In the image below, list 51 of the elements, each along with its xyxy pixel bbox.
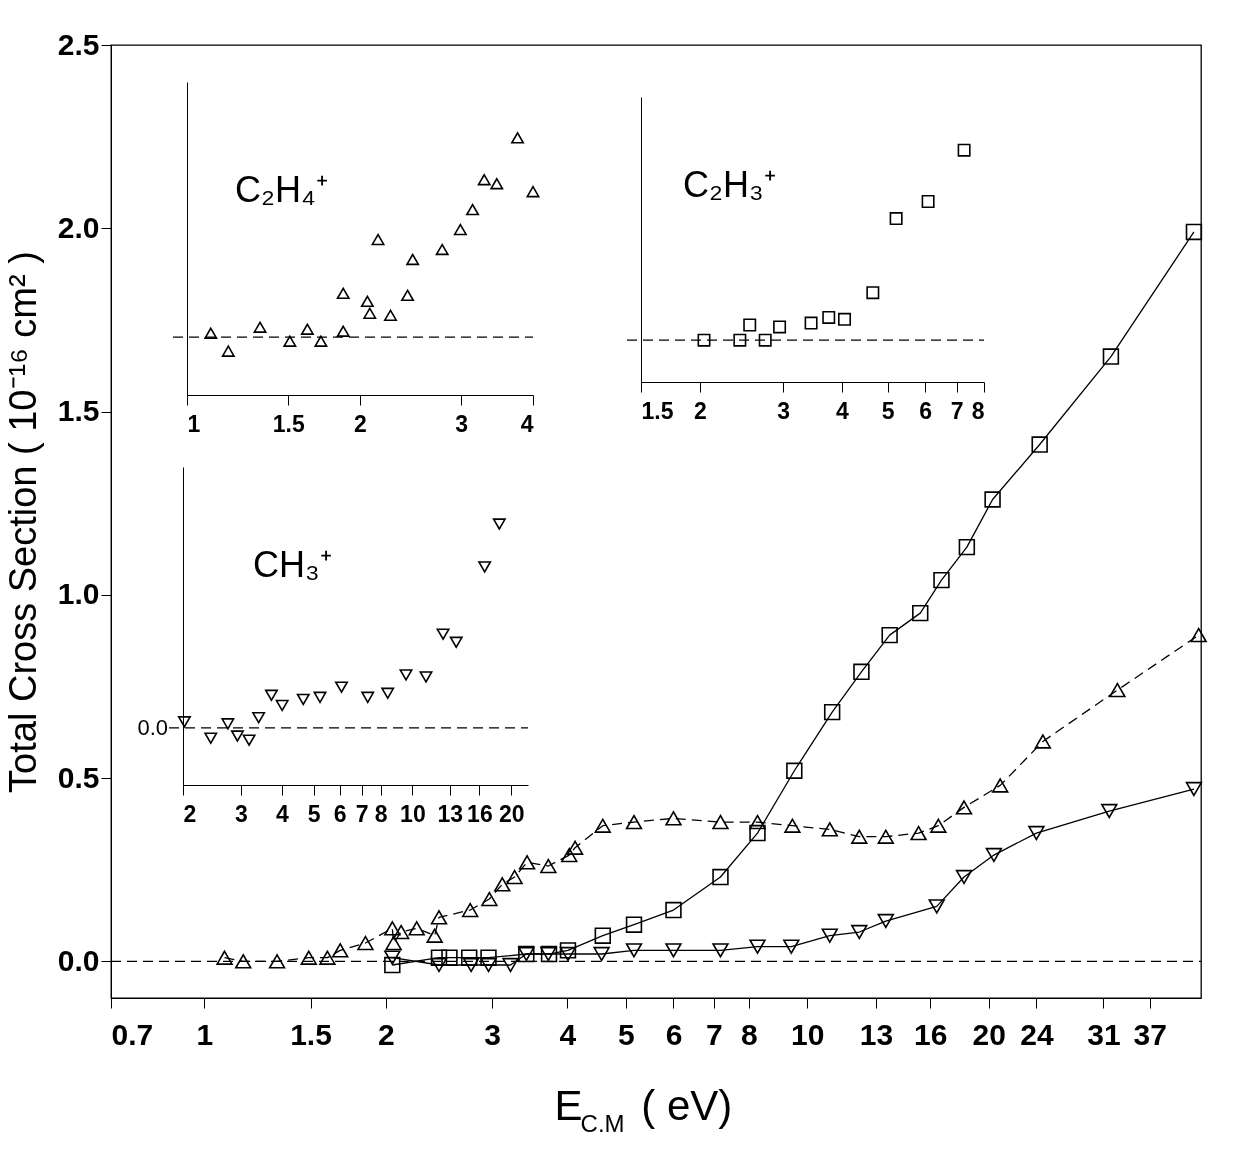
x-tick-label: 7 — [705, 1017, 723, 1051]
x-tick-label: 1.5 — [641, 397, 674, 424]
x-tick-label: 8 — [740, 1017, 758, 1051]
x-tick-label: 2 — [378, 1017, 395, 1051]
x-tick-label: 4 — [836, 397, 850, 424]
x-tick-label: 3 — [777, 397, 790, 424]
x-tick-label: 1.5 — [272, 410, 305, 437]
x-tick-label: 6 — [333, 800, 347, 827]
chart-title: C₂H₃⁺ — [683, 164, 776, 205]
x-tick-label: 31 — [1087, 1017, 1121, 1051]
x-tick-label: 2 — [694, 397, 707, 424]
x-tick-label: 1 — [196, 1017, 214, 1051]
x-tick-label: 13 — [437, 800, 464, 827]
x-tick-label: 5 — [881, 397, 895, 424]
x-tick-label: 4 — [520, 410, 534, 437]
x-tick-label: 0.7 — [111, 1017, 154, 1051]
text: C₂H₄⁺ — [235, 169, 328, 210]
x-tick-label: 16 — [467, 800, 493, 827]
x-tick-label: 3 — [484, 1017, 501, 1051]
y-tick-label: 2.5 — [57, 27, 100, 61]
x-tick-label: 13 — [859, 1017, 894, 1051]
x-tick-label: 6 — [665, 1017, 683, 1051]
y-tick-label: 0.0 — [57, 943, 100, 977]
x-tick-label: 1.5 — [290, 1017, 332, 1051]
y-tick-label: 2.0 — [57, 210, 100, 244]
x-tick-label: 5 — [307, 800, 321, 827]
x-tick-label: 1 — [187, 410, 201, 437]
y-tick-label: 1.0 — [57, 577, 100, 611]
text: CH₃⁺ — [253, 544, 332, 585]
x-tick-label: 20 — [498, 800, 525, 827]
y-tick-label: 0.5 — [57, 760, 100, 794]
x-tick-label: 20 — [972, 1017, 1006, 1051]
x-tick-label: 7 — [355, 800, 369, 827]
x-tick-label: 2 — [183, 800, 197, 827]
x-tick-label: 7 — [950, 397, 964, 424]
x-tick-label: 8 — [971, 397, 985, 424]
x-tick-label: 10 — [400, 800, 426, 827]
x-tick-label: 5 — [617, 1017, 635, 1051]
y-axis-title: Total Cross Section ( 10⁻¹⁶ cm² ) — [1, 251, 44, 793]
x-tick-label: 3 — [455, 410, 469, 437]
ref-line-label: 0.0 — [137, 714, 168, 740]
x-tick-label: 4 — [559, 1017, 577, 1051]
x-tick-label: 10 — [791, 1017, 825, 1051]
x-tick-label: 24 — [1020, 1017, 1054, 1051]
x-tick-label: 8 — [374, 800, 388, 827]
x-tick-label: 37 — [1133, 1017, 1167, 1051]
x-tick-label: 3 — [234, 800, 248, 827]
x-tick-label: 16 — [914, 1017, 948, 1051]
x-tick-label: 2 — [354, 410, 367, 437]
x-tick-label: 4 — [275, 800, 289, 827]
x-tick-label: 6 — [919, 397, 932, 424]
